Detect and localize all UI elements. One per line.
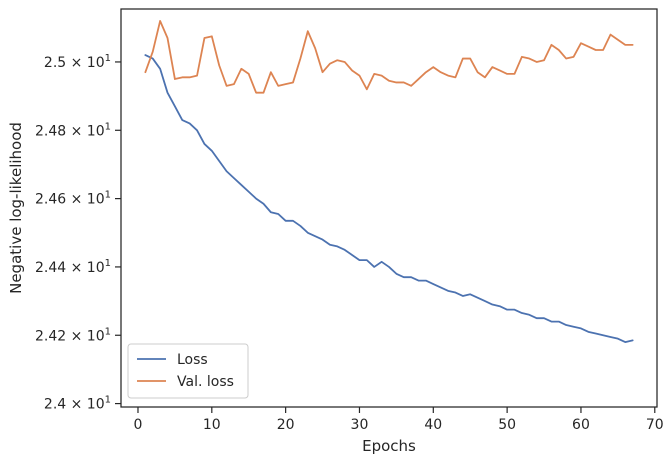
x-tick-label: 70: [646, 417, 664, 433]
legend-label-loss: Loss: [177, 352, 208, 368]
legend-label-val-loss: Val. loss: [177, 374, 234, 390]
x-tick-label: 20: [277, 417, 295, 433]
y-tick-label: 2.42 × 101: [35, 326, 111, 344]
y-tick-label: 2.48 × 101: [35, 121, 111, 139]
x-tick-label: 10: [203, 417, 221, 433]
x-tick-label: 40: [424, 417, 442, 433]
series-layer: [144, 20, 634, 343]
legend: Loss Val. loss: [127, 343, 249, 399]
y-tick-label: 2.5 × 101: [44, 53, 111, 71]
y-tick-label: 2.46 × 101: [35, 190, 111, 208]
legend-box: [127, 343, 249, 399]
series-line-loss: [144, 54, 634, 343]
y-axis: 2.4 × 101 2.42 × 101 2.44 × 101 2.46 × 101 2…: [35, 53, 121, 413]
series-line-val-loss: [144, 20, 634, 94]
x-axis-label: Epochs: [362, 437, 416, 455]
x-tick-label: 50: [498, 417, 516, 433]
x-tick-label: 0: [134, 417, 143, 433]
y-tick-label: 2.4 × 101: [44, 395, 111, 413]
x-tick-label: 60: [572, 417, 590, 433]
y-tick-label: 2.44 × 101: [35, 258, 111, 276]
y-axis-label: Negative log-likelihood: [7, 122, 25, 294]
x-axis: 0 10 20 30 40 50 60 70: [134, 407, 664, 433]
plot-area: [120, 8, 658, 408]
x-tick-label: 30: [351, 417, 369, 433]
